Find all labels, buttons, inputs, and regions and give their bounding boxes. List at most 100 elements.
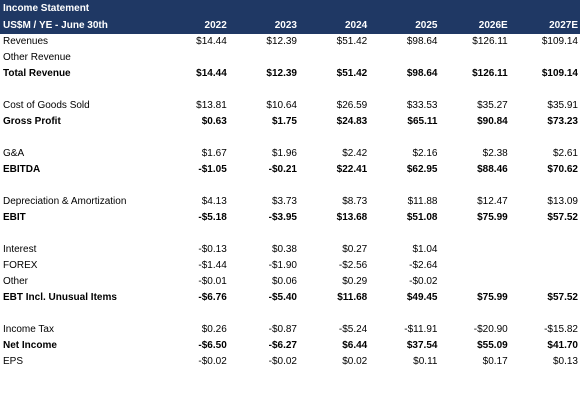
value-cell: $1.04 [412, 244, 438, 255]
value-cell: -$20.90 [473, 324, 508, 335]
row-label: EPS [3, 356, 24, 367]
value-cell: -$6.27 [268, 340, 297, 351]
table-row: G&A $1.67 $1.96 $2.42 $2.16 $2.38 $2.61 [0, 146, 580, 162]
value-cell: $0.17 [482, 356, 508, 367]
table-row: Other -$0.01 $0.06 $0.29 -$0.02 [0, 274, 580, 290]
year-header: 2027E [509, 18, 580, 34]
value-cell: $0.06 [271, 276, 297, 287]
value-cell: $126.11 [472, 68, 508, 79]
value-cell: $0.02 [342, 356, 368, 367]
table-row: Depreciation & Amortization $4.13 $3.73 $8.… [0, 194, 580, 210]
table-row: Cost of Goods Sold $13.81 $10.64 $26.59 $33.… [0, 98, 580, 114]
value-cell: $22.41 [336, 164, 368, 175]
value-cell: $12.39 [266, 68, 297, 79]
value-cell [439, 274, 509, 290]
value-cell: $57.52 [547, 212, 578, 223]
value-cell: $2.38 [482, 148, 508, 159]
value-cell: $14.44 [196, 68, 227, 79]
header-row: US$M / YE - June 30th 2022 2023 2024 202… [0, 18, 580, 34]
spacer-row [0, 306, 580, 322]
value-cell: $51.42 [336, 36, 368, 47]
value-cell: $41.70 [547, 340, 578, 351]
value-cell: $75.99 [477, 292, 508, 303]
value-cell: -$0.02 [409, 276, 438, 287]
spacer-row [0, 226, 580, 242]
value-cell: $109.14 [541, 36, 578, 47]
value-cell: $8.73 [342, 196, 368, 207]
value-cell: $0.26 [201, 324, 227, 335]
spacer-row [0, 82, 580, 98]
value-cell: -$3.95 [268, 212, 297, 223]
value-cell: $49.45 [406, 292, 438, 303]
value-cell: -$0.01 [198, 276, 227, 287]
value-cell: $2.16 [412, 148, 438, 159]
income-statement-table: Income Statement US$M / YE - June 30th 2… [0, 0, 580, 370]
value-cell: $12.39 [266, 36, 297, 47]
value-cell [439, 258, 509, 274]
year-header: 2023 [228, 18, 299, 34]
row-label: Other Revenue [3, 52, 71, 63]
value-cell: $75.99 [477, 212, 508, 223]
value-cell: $13.68 [336, 212, 368, 223]
value-cell: $0.11 [413, 356, 438, 367]
value-cell: -$0.21 [268, 164, 297, 175]
value-cell: $0.13 [552, 356, 578, 367]
value-cell: $2.42 [342, 148, 368, 159]
row-label: G&A [3, 148, 25, 159]
value-cell [159, 50, 229, 66]
statement-title: Income Statement [0, 0, 580, 18]
value-cell: $3.73 [271, 196, 297, 207]
value-cell: $6.44 [342, 340, 368, 351]
table-row: Revenues $14.44 $12.39 $51.42 $98.64 $126.11 $… [0, 34, 580, 50]
value-cell: -$6.76 [198, 292, 227, 303]
value-cell: -$5.24 [338, 324, 368, 335]
value-cell: $51.42 [336, 68, 368, 79]
row-label: EBT Incl. Unusual Items [3, 292, 117, 303]
value-cell: $62.95 [406, 164, 438, 175]
value-cell: -$0.02 [268, 356, 297, 367]
value-cell: $1.75 [271, 116, 297, 127]
value-cell: $24.83 [336, 116, 368, 127]
value-cell: -$11.91 [404, 324, 438, 335]
table-row: EPS -$0.02 -$0.02 $0.02 $0.11 $0.17 $0.13 [0, 354, 580, 370]
table-row: EBIT -$5.18 -$3.95 $13.68 $51.08 $75.99 $57.52 [0, 210, 580, 226]
value-cell: $12.47 [477, 196, 508, 207]
value-cell [510, 258, 580, 274]
value-cell: -$5.40 [268, 292, 297, 303]
value-cell: $11.68 [337, 292, 368, 303]
value-cell: $73.23 [547, 116, 578, 127]
spacer-cell [0, 178, 580, 194]
value-cell: $70.62 [547, 164, 578, 175]
spacer-cell [0, 82, 580, 98]
table-row: Income Tax $0.26 -$0.87 -$5.24 -$11.91 -$20.9… [0, 322, 580, 338]
value-cell [229, 50, 299, 66]
value-cell: $88.46 [477, 164, 508, 175]
value-cell [299, 50, 369, 66]
row-label: Total Revenue [3, 68, 71, 79]
value-cell: -$6.50 [198, 340, 227, 351]
value-cell: $14.44 [196, 36, 227, 47]
value-cell: -$2.56 [338, 260, 368, 271]
row-label: Cost of Goods Sold [3, 100, 90, 111]
value-cell: -$1.05 [198, 164, 227, 175]
row-label: Other [3, 276, 29, 287]
value-cell [369, 50, 439, 66]
value-cell: $98.64 [406, 68, 438, 79]
value-cell: -$1.90 [268, 260, 297, 271]
row-label: Gross Profit [3, 116, 61, 127]
value-cell: $57.52 [547, 292, 578, 303]
table-row: Other Revenue [0, 50, 580, 66]
value-cell: $2.61 [552, 148, 578, 159]
title-row: Income Statement [0, 0, 580, 18]
year-header: 2024 [299, 18, 370, 34]
row-label: FOREX [3, 260, 38, 271]
table-row: FOREX -$1.44 -$1.90 -$2.56 -$2.64 [0, 258, 580, 274]
spacer-cell [0, 226, 580, 242]
value-cell [439, 50, 509, 66]
row-label: Depreciation & Amortization [3, 196, 127, 207]
units-label: US$M / YE - June 30th [0, 18, 159, 34]
value-cell: $90.84 [477, 116, 508, 127]
value-cell: $0.27 [342, 244, 368, 255]
value-cell [510, 50, 580, 66]
